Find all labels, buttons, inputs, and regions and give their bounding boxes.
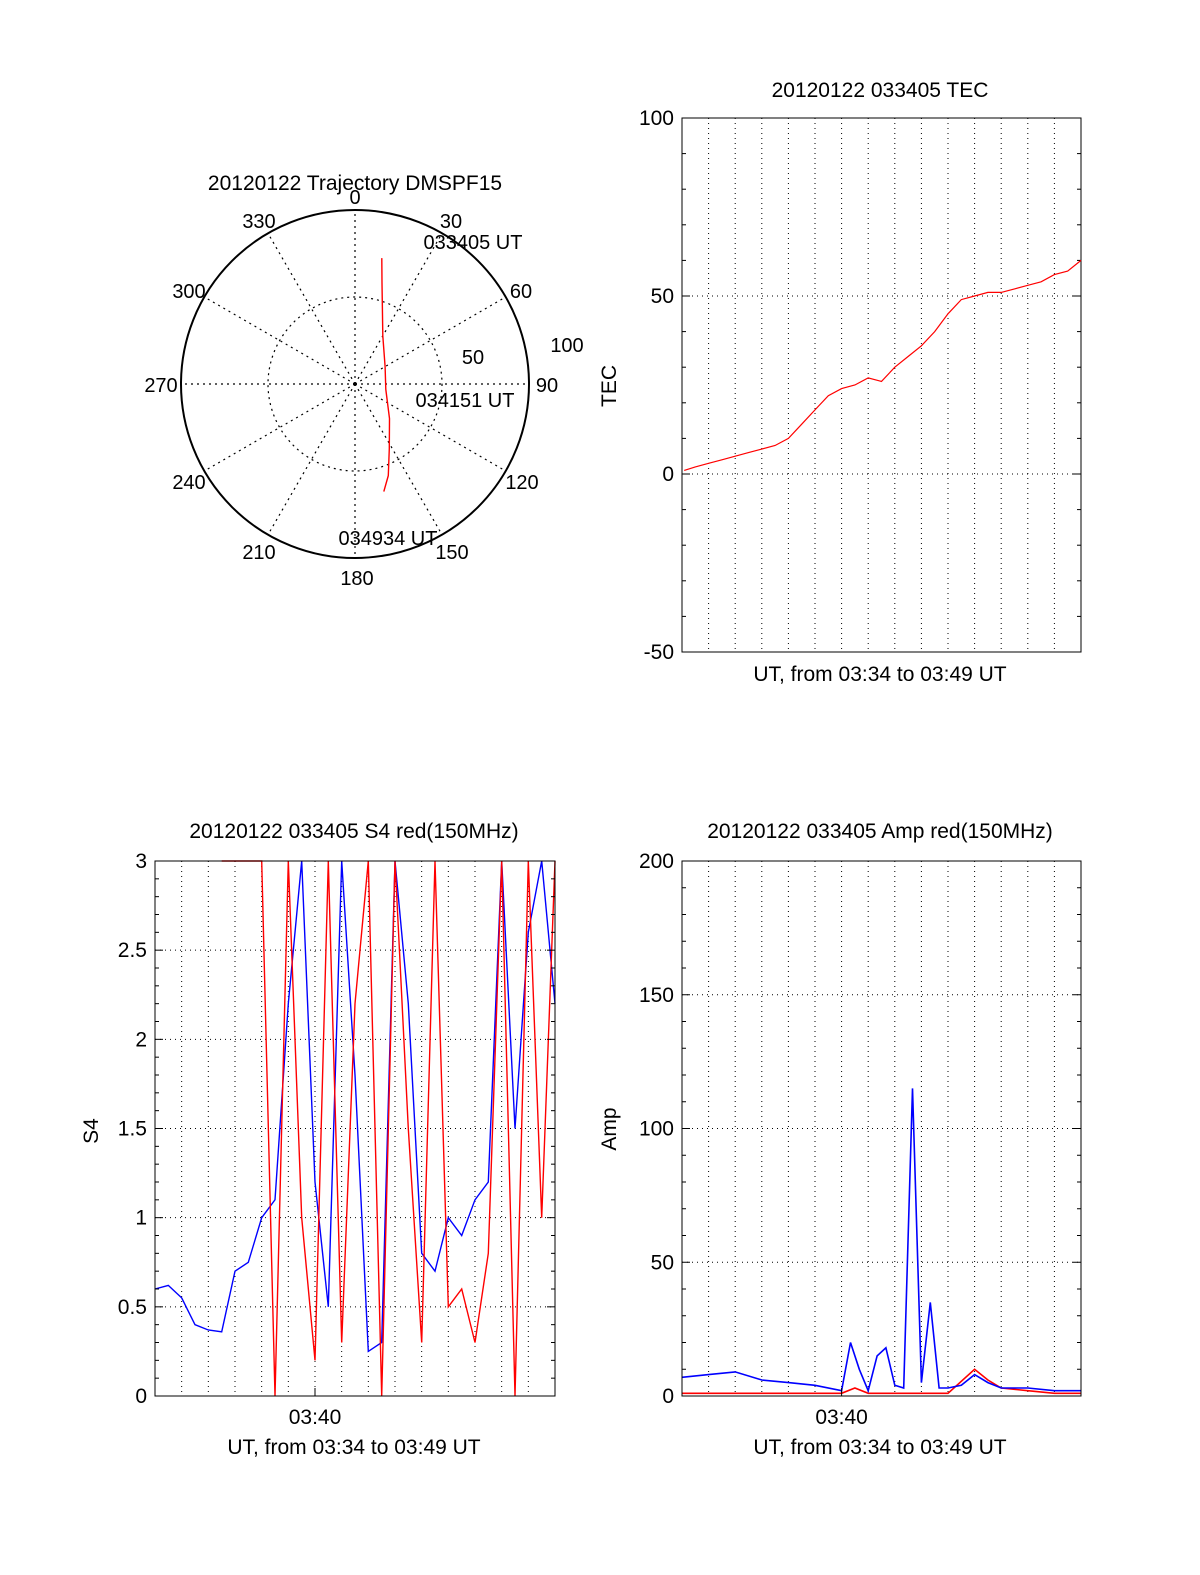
polar-angle-label: 30 [440,211,462,233]
polar-angle-label: 60 [510,281,532,303]
s4-blue-series-line [154,860,556,1353]
polar-angle-labels: 0 30 60 90 120 150 180 210 240 270 300 330 [144,187,558,590]
s4-line-chart: 20120122 033405 S4 red(150MHz) 3 2.5 2 1.5 1… [80,820,556,1459]
amp-plot-frame [681,860,1082,1397]
polar-spoke [354,383,506,472]
amp-x-axis-label: UT, from 03:34 to 03:49 UT [753,1436,1006,1459]
s4-x-axis-label: UT, from 03:34 to 03:49 UT [227,1436,480,1459]
polar-radius-label-50: 50 [462,347,484,369]
polar-spoke [354,296,506,385]
trajectory-time-label: 033405 UT [424,232,523,254]
polar-angle-label: 270 [144,375,177,397]
polar-spoke [354,233,443,385]
trajectory-track-line [381,258,391,492]
tec-plot-frame [681,117,1082,653]
polar-angle-label: 180 [340,568,373,590]
polar-outer-circle [180,209,530,559]
polar-spoke [267,383,356,535]
amp-red-series-line [682,1368,1081,1395]
polar-angle-label: 120 [505,472,538,494]
polar-spoke [204,296,356,385]
polar-spoke [354,383,443,535]
y-tick-label: 100 [639,1118,674,1141]
s4-axis-ticks: 3 2.5 2 1.5 1 0.5 0 03:40 [118,850,555,1429]
amp-gridlines [682,861,1081,1396]
y-tick-label: 0 [135,1385,147,1408]
trajectory-polar-chart: 20120122 Trajectory DMSPF15 0 30 60 90 120 15… [144,172,583,590]
y-tick-label: 50 [651,1251,674,1274]
trajectory-time-label: 034151 UT [416,390,515,412]
s4-gridlines [155,861,555,1396]
s4-title: 20120122 033405 S4 red(150MHz) [189,820,518,843]
polar-angle-label: 90 [536,375,558,397]
s4-y-axis-label: S4 [80,1118,103,1144]
x-tick-label: 03:40 [289,1406,342,1429]
y-tick-label: -50 [644,641,674,664]
polar-grid-ring [267,296,443,472]
polar-spoke [204,383,356,472]
y-tick-label: 100 [639,107,674,130]
polar-radius-label-100: 100 [550,335,583,357]
s4-red-series-line [221,860,556,1397]
polar-spoke [267,233,356,385]
amp-axis-ticks: 200 150 100 50 0 03:40 [639,850,1081,1429]
tec-axis-ticks: 100 50 0 -50 [639,107,1081,664]
y-tick-label: 2.5 [118,939,147,962]
polar-grid [181,210,529,558]
x-tick-label: 03:40 [815,1406,868,1429]
polar-angle-label: 210 [242,542,275,564]
tec-title: 20120122 033405 TEC [772,79,989,102]
tec-line-chart: 20120122 033405 TEC 100 50 0 -50 TEC UT, fr… [598,79,1082,686]
y-tick-label: 50 [651,285,674,308]
y-tick-label: 0 [662,1385,674,1408]
tec-series-line [684,259,1082,471]
trajectory-time-annotations: 033405 UT 034151 UT 034934 UT [339,232,523,550]
y-tick-label: 3 [135,850,147,873]
amp-y-axis-label: Amp [598,1107,621,1150]
y-tick-label: 0.5 [118,1296,147,1319]
y-tick-label: 0 [662,463,674,486]
tec-gridlines [682,118,1081,652]
s4-series-group [154,860,556,1397]
amp-series-group [681,1088,1081,1395]
y-tick-label: 2 [135,1028,147,1051]
polar-angle-label: 0 [349,187,360,209]
polar-angle-label: 300 [172,281,205,303]
y-tick-label: 150 [639,984,674,1007]
tec-x-axis-label: UT, from 03:34 to 03:49 UT [753,663,1006,686]
y-tick-label: 200 [639,850,674,873]
y-tick-label: 1 [135,1207,147,1230]
amp-blue-series-line [681,1088,1081,1394]
y-tick-label: 1.5 [118,1118,147,1141]
polar-angle-label: 330 [242,211,275,233]
polar-angle-label: 150 [435,542,468,564]
tec-y-axis-label: TEC [598,365,621,407]
amp-title: 20120122 033405 Amp red(150MHz) [707,820,1053,843]
amp-line-chart: 20120122 033405 Amp red(150MHz) 200 150 10… [598,820,1082,1459]
trajectory-title: 20120122 Trajectory DMSPF15 [208,172,502,195]
polar-angle-label: 240 [172,472,205,494]
trajectory-time-label: 034934 UT [339,528,438,550]
